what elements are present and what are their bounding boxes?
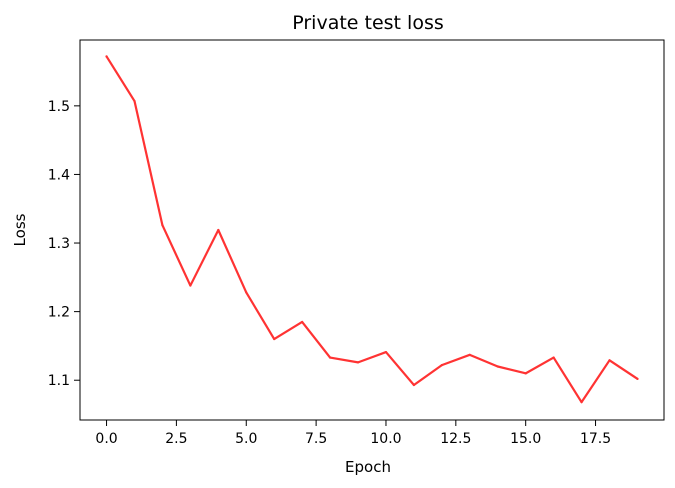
y-tick-label: 1.4 [48,167,70,183]
data-point [273,337,276,341]
y-tick-label: 1.3 [48,236,70,252]
x-axis: 0.0 2.5 5.0 7.5 10.0 12.5 15.0 17.5 [95,420,611,447]
y-tick-label: 1.1 [48,373,70,389]
plot-area [79,39,665,421]
data-point [440,364,443,367]
data-point [133,99,136,103]
x-tick-label: 0.0 [95,431,117,447]
series-line [105,55,639,404]
x-axis-label: Epoch [345,458,391,476]
x-tick-label: 5.0 [235,431,257,447]
data-point [580,401,583,404]
x-tick-label: 10.0 [370,431,401,447]
data-point [161,224,164,227]
data-point [384,350,388,354]
plot-frame [79,39,665,421]
data-point [356,361,360,364]
data-point [105,55,108,58]
data-point [496,365,499,368]
y-tick-label: 1.5 [48,99,70,115]
data-point [328,356,332,359]
x-tick-label: 2.5 [165,431,187,447]
data-point [245,291,248,294]
x-tick-label: 7.5 [305,431,327,447]
data-point [412,383,416,387]
x-tick-label: 12.5 [440,431,471,447]
data-point [217,228,220,232]
series-group [105,55,639,404]
x-tick-label: 17.5 [580,431,611,447]
y-axis: 1.1 1.2 1.3 1.4 1.5 [48,99,80,389]
data-point [189,284,192,287]
y-axis-label: Loss [11,213,29,246]
data-point [468,353,471,356]
data-point [636,377,639,380]
data-point [524,372,527,375]
data-point [608,359,611,362]
y-tick-label: 1.2 [48,305,70,321]
chart-title: Private test loss [292,12,444,34]
data-point [301,320,304,324]
data-point [552,356,555,359]
x-tick-label: 15.0 [510,431,541,447]
